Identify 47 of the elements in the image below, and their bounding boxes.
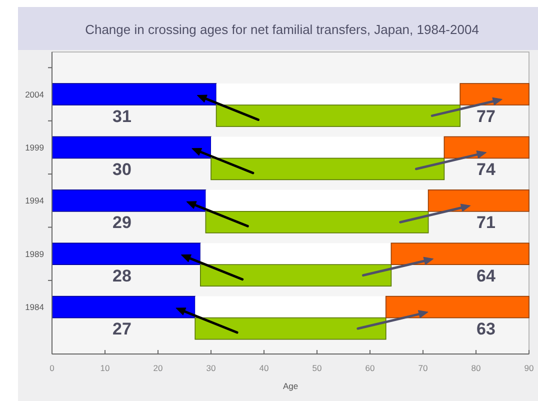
x-tick-label: 90 xyxy=(524,363,534,373)
data-label: 28 xyxy=(112,266,132,285)
bar xyxy=(52,242,201,265)
bar xyxy=(216,104,460,127)
bar xyxy=(52,136,212,159)
x-tick-label: 80 xyxy=(471,363,481,373)
bar xyxy=(211,136,444,158)
bar xyxy=(386,296,530,318)
data-label: 29 xyxy=(112,212,132,232)
x-axis-title: Age xyxy=(282,381,298,391)
bar xyxy=(194,317,386,340)
chart-title: Change in crossing ages for net familial transfers, Japan, 1984-2004 xyxy=(85,22,479,36)
annotation: 63 xyxy=(476,319,496,338)
bar xyxy=(200,264,392,286)
y-tick-label: 1984 xyxy=(25,302,44,312)
y-tick-label: 1999 xyxy=(25,142,44,152)
bar xyxy=(210,158,445,180)
bar xyxy=(444,136,530,159)
annotation: 77 xyxy=(476,106,496,126)
annotation: 74 xyxy=(476,159,496,178)
bar xyxy=(460,83,530,106)
bar xyxy=(428,190,530,212)
x-tick-label: 30 xyxy=(206,363,216,373)
bar xyxy=(390,242,530,265)
bar xyxy=(195,296,386,318)
data-label: 30 xyxy=(112,159,132,178)
annotation: 64 xyxy=(476,266,496,285)
x-tick-label: 50 xyxy=(312,363,322,373)
bar xyxy=(200,243,392,265)
data-label: 31 xyxy=(112,106,132,126)
bar xyxy=(52,83,217,106)
annotation: 71 xyxy=(476,212,496,232)
x-tick-label: 40 xyxy=(259,363,269,373)
bar xyxy=(52,190,206,212)
y-tick-label: 2004 xyxy=(25,89,44,100)
x-tick-label: 60 xyxy=(365,363,375,373)
data-label: 27 xyxy=(112,319,132,338)
bar xyxy=(206,190,428,212)
x-tick-label: 0 xyxy=(50,363,55,373)
y-tick-label: 1994 xyxy=(25,196,44,206)
y-tick-label: 1989 xyxy=(25,248,44,259)
x-tick-label: 20 xyxy=(153,363,163,373)
bar xyxy=(205,211,429,234)
bar xyxy=(52,296,196,318)
x-tick-label: 70 xyxy=(418,363,428,373)
x-tick-label: 10 xyxy=(100,363,110,373)
bar xyxy=(216,84,460,105)
